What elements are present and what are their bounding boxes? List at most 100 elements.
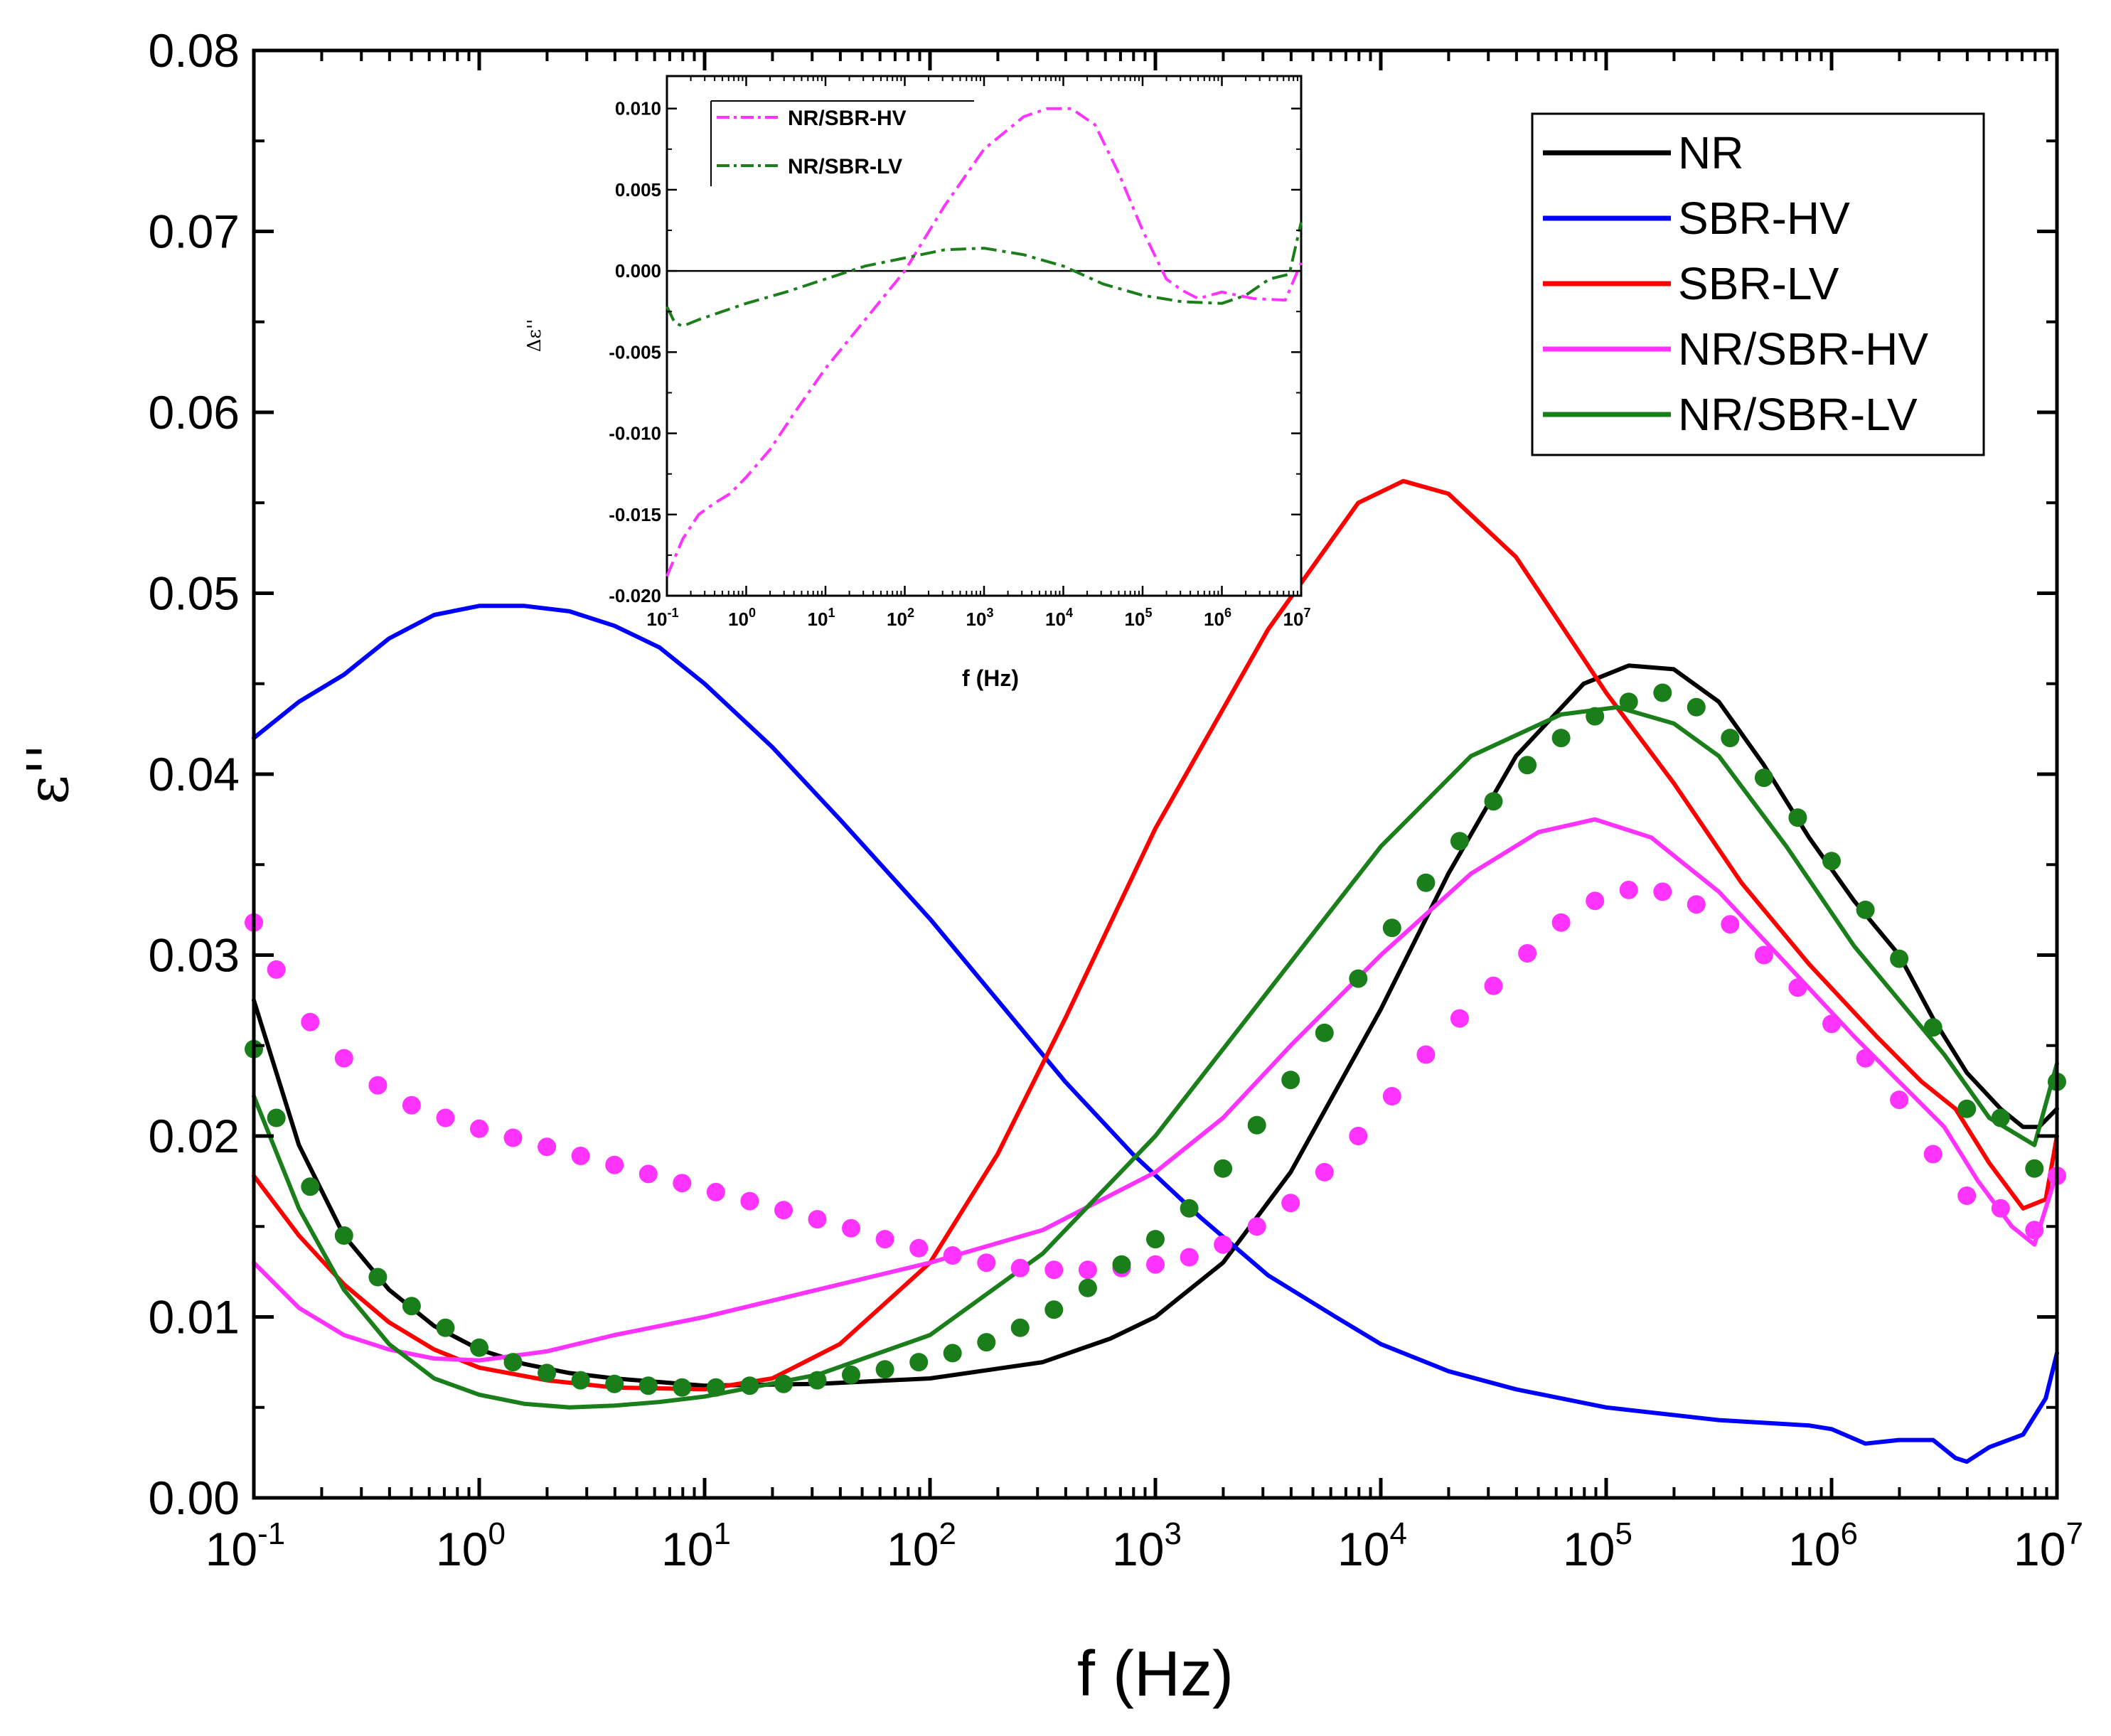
x-tick-label-exponent: 1	[713, 1516, 730, 1551]
data-point-nr-sbr-hv-21	[943, 1246, 962, 1265]
data-point-nr-sbr-lv-39	[1551, 729, 1571, 748]
data-point-nr-sbr-lv-48	[1856, 900, 1875, 919]
y-tick-label: 0.02	[149, 1110, 240, 1162]
y-tick-label: 0.01	[149, 1291, 240, 1344]
data-point-nr-sbr-lv-50	[1923, 1018, 1942, 1037]
inset-x-tick-label: 101	[808, 606, 835, 630]
data-point-nr-sbr-hv-3	[334, 1049, 353, 1068]
data-point-nr-sbr-lv-23	[1010, 1318, 1030, 1337]
data-point-nr-sbr-hv-32	[1315, 1162, 1334, 1182]
data-point-nr-sbr-hv-20	[909, 1238, 929, 1258]
legend-label: NR/SBR-LV	[1678, 389, 1918, 440]
data-point-nr-sbr-lv-19	[875, 1360, 894, 1379]
inset-x-tick-label-exponent: 1	[828, 606, 835, 620]
data-point-nr-sbr-hv-6	[436, 1108, 455, 1127]
inset-x-tick-label-base: 10	[966, 609, 987, 630]
data-point-nr-sbr-lv-53	[2025, 1159, 2044, 1178]
data-point-nr-sbr-hv-23	[1010, 1258, 1030, 1277]
data-point-nr-sbr-hv-27	[1146, 1255, 1165, 1274]
x-tick-label-base: 10	[205, 1523, 257, 1575]
data-point-nr-sbr-lv-9	[538, 1363, 557, 1383]
data-point-nr-sbr-hv-40	[1586, 891, 1605, 911]
inset-x-tick-label: 106	[1204, 606, 1231, 630]
data-point-nr-sbr-hv-7	[470, 1119, 488, 1138]
data-point-nr-sbr-hv-47	[1822, 1014, 1841, 1034]
y-axis-title: ε''	[15, 744, 81, 804]
data-point-nr-sbr-hv-35	[1416, 1045, 1436, 1064]
y-tick-label: 0.07	[149, 205, 240, 258]
main-plot: 10-1 100 101 102 103 104 105 106 1070.000.010.02…	[15, 24, 2083, 1710]
data-point-nr-sbr-lv-12	[638, 1376, 658, 1395]
data-point-nr-sbr-hv-1	[267, 960, 286, 979]
data-point-nr-sbr-lv-6	[436, 1318, 455, 1337]
data-point-nr-sbr-hv-16	[774, 1201, 793, 1220]
data-point-nr-sbr-lv-1	[267, 1108, 286, 1127]
inset-x-tick-label-exponent: 7	[1303, 606, 1310, 620]
data-point-nr-sbr-hv-41	[1619, 880, 1638, 899]
data-point-nr-sbr-lv-20	[909, 1353, 929, 1372]
data-point-nr-sbr-hv-15	[740, 1191, 759, 1211]
data-point-nr-sbr-hv-17	[808, 1210, 827, 1229]
data-point-nr-sbr-hv-4	[368, 1076, 388, 1095]
inset-y-tick-label: -0.015	[609, 504, 661, 525]
y-tick-label: 0.03	[149, 929, 240, 982]
data-point-nr-sbr-hv-36	[1450, 1009, 1469, 1028]
data-point-nr-sbr-lv-3	[334, 1226, 353, 1245]
data-point-nr-sbr-hv-31	[1281, 1194, 1300, 1213]
x-tick-label-exponent: 0	[488, 1516, 505, 1551]
data-point-nr-sbr-lv-15	[740, 1376, 759, 1395]
x-tick-label-base: 10	[887, 1523, 939, 1575]
x-tick-label-base: 10	[1788, 1523, 1840, 1575]
x-tick-label-exponent: 4	[1389, 1516, 1406, 1551]
data-point-nr-sbr-hv-22	[977, 1253, 996, 1272]
data-point-nr-sbr-hv-30	[1247, 1217, 1266, 1236]
data-point-nr-sbr-lv-5	[402, 1297, 421, 1316]
data-point-nr-sbr-hv-43	[1687, 895, 1706, 914]
y-tick-label: 0.06	[149, 386, 240, 439]
x-tick-label: 104	[1337, 1516, 1407, 1575]
data-point-nr-sbr-lv-26	[1112, 1255, 1131, 1274]
data-point-nr-sbr-hv-51	[1957, 1186, 1977, 1205]
inset-y-tick-label: 0.010	[615, 98, 661, 119]
data-point-nr-sbr-lv-44	[1721, 729, 1740, 748]
x-tick-label-exponent: 5	[1615, 1516, 1632, 1551]
data-point-nr-sbr-hv-49	[1890, 1091, 1909, 1110]
data-point-nr-sbr-lv-49	[1890, 949, 1909, 968]
x-tick-label-exponent: 2	[939, 1516, 956, 1551]
data-point-nr-sbr-lv-4	[368, 1268, 388, 1287]
inset-legend-label: NR/SBR-HV	[788, 107, 907, 130]
inset-x-tick-label-exponent: 3	[986, 606, 993, 620]
inset-legend-label: NR/SBR-LV	[788, 155, 902, 178]
data-point-nr-sbr-lv-45	[1754, 768, 1773, 788]
data-point-nr-sbr-lv-22	[977, 1333, 996, 1352]
data-point-nr-sbr-lv-16	[774, 1374, 793, 1393]
inset-x-tick-label-base: 10	[728, 609, 749, 630]
inset-x-tick-label: 103	[966, 606, 994, 630]
inset-x-tick-label: 10-1	[647, 606, 679, 630]
series-line-nr-sbr-hv	[252, 817, 2059, 1363]
inset-x-tick-label: 107	[1283, 606, 1311, 630]
inset-x-tick-label: 100	[728, 606, 756, 630]
data-point-nr-sbr-hv-45	[1754, 945, 1773, 965]
x-tick-label-exponent: 6	[1840, 1516, 1857, 1551]
inset-x-tick-label-exponent: 0	[749, 606, 756, 620]
x-tick-label-exponent: -1	[257, 1516, 285, 1551]
data-point-nr-sbr-hv-52	[1991, 1199, 2010, 1218]
data-point-nr-sbr-lv-34	[1382, 918, 1401, 938]
legend-label: NR/SBR-HV	[1678, 323, 1928, 375]
data-point-nr-sbr-lv-24	[1044, 1300, 1064, 1319]
data-point-nr-sbr-hv-37	[1484, 976, 1503, 995]
inset-y-tick-label: -0.010	[609, 423, 661, 444]
data-point-nr-sbr-lv-42	[1653, 683, 1672, 702]
data-point-nr-sbr-lv-33	[1349, 969, 1368, 988]
data-point-nr-sbr-lv-10	[571, 1371, 590, 1390]
data-point-nr-sbr-lv-21	[943, 1344, 962, 1363]
data-point-nr-sbr-lv-17	[808, 1371, 827, 1390]
inset-x-tick-label-base: 10	[887, 609, 907, 630]
inset-y-tick-label: -0.020	[609, 585, 661, 606]
data-point-nr-sbr-hv-42	[1653, 882, 1672, 901]
data-point-nr-sbr-lv-8	[503, 1353, 523, 1372]
inset-x-tick-label: 104	[1045, 606, 1073, 630]
inset-x-tick-label: 105	[1125, 606, 1153, 630]
data-point-nr-sbr-hv-8	[503, 1128, 523, 1147]
